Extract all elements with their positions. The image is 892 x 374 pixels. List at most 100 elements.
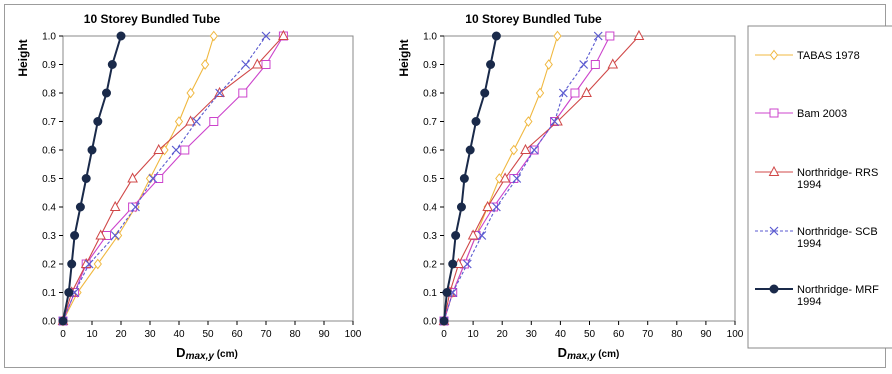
x-tick-label: 40 xyxy=(555,329,567,340)
x-tick-label: 90 xyxy=(318,329,330,340)
data-point-scbf xyxy=(215,88,225,98)
x-axis-label-main: D xyxy=(176,345,185,360)
data-point-mrf xyxy=(459,174,469,183)
y-tick-label: 0.0 xyxy=(42,317,56,328)
data-point-bam xyxy=(238,88,248,98)
x-tick-label: 100 xyxy=(727,329,744,340)
data-point-scbf xyxy=(491,202,501,212)
x-tick-label: 30 xyxy=(144,329,156,340)
legend-marker-bam xyxy=(769,108,779,118)
legend-marker-tabas xyxy=(769,49,779,61)
x-tick-label: 0 xyxy=(441,329,447,340)
data-point-tabas xyxy=(93,258,102,270)
data-point-scbf xyxy=(148,174,158,183)
y-tick-label: 0.3 xyxy=(423,231,437,242)
x-tick-label: 90 xyxy=(700,329,712,340)
legend-label-bam: Bam 2003 xyxy=(797,108,847,120)
data-point-scbf xyxy=(593,31,603,41)
chart-title: 10 Storey Bundled Tube xyxy=(465,12,602,26)
x-axis-label-main: D xyxy=(558,345,567,360)
data-point-mrf xyxy=(471,117,481,126)
y-tick-label: 0.9 xyxy=(42,60,56,71)
legend-marker-rrs xyxy=(768,165,780,176)
data-point-bam xyxy=(570,88,580,98)
data-point-mrf xyxy=(451,231,461,240)
data-point-rrs xyxy=(499,172,511,183)
data-point-rrs xyxy=(607,58,619,69)
data-point-tabas xyxy=(509,144,518,156)
data-point-scbf xyxy=(462,259,472,269)
legend-item-bam: Bam 2003 xyxy=(755,108,847,120)
data-point-rrs xyxy=(467,229,479,240)
legend-label-tabas: TABAS 1978 xyxy=(797,50,860,62)
x-tick-label: 10 xyxy=(468,329,480,340)
plot-area xyxy=(62,35,354,322)
y-tick-label: 0.7 xyxy=(423,117,437,128)
x-tick-label: 20 xyxy=(115,329,127,340)
x-tick-label: 60 xyxy=(231,329,243,340)
data-point-scbf xyxy=(477,231,487,240)
data-point-scbf xyxy=(191,117,201,126)
data-point-bam xyxy=(154,174,164,183)
data-point-mrf xyxy=(456,202,466,212)
data-point-scbf xyxy=(558,88,568,98)
data-point-scbf xyxy=(579,60,589,69)
data-point-bam xyxy=(180,145,190,155)
data-point-tabas xyxy=(524,116,533,127)
x-axis-label: Dmax,y (cm) xyxy=(558,345,620,362)
data-point-mrf xyxy=(448,259,458,269)
y-tick-label: 0.1 xyxy=(423,288,437,299)
data-point-tabas xyxy=(186,87,195,99)
x-tick-label: 80 xyxy=(289,329,301,340)
y-axis-label: Height xyxy=(397,39,411,76)
legend-marker-mrf xyxy=(769,284,779,294)
data-point-mrf xyxy=(465,145,475,155)
data-point-mrf xyxy=(116,31,126,41)
x-tick-label: 100 xyxy=(345,329,362,340)
y-tick-label: 0.0 xyxy=(423,317,437,328)
legend-item-tabas: TABAS 1978 xyxy=(755,49,860,62)
x-axis-label-unit: (cm) xyxy=(595,349,619,360)
data-point-bam xyxy=(590,60,600,69)
x-tick-label: 60 xyxy=(613,329,625,340)
y-tick-label: 0.5 xyxy=(42,174,56,185)
data-point-scbf xyxy=(171,145,181,155)
data-point-mrf xyxy=(93,117,103,126)
plot-area xyxy=(443,35,736,322)
y-tick-label: 0.3 xyxy=(42,231,56,242)
x-tick-label: 40 xyxy=(173,329,185,340)
data-point-mrf xyxy=(87,145,97,155)
x-tick-label: 70 xyxy=(642,329,654,340)
data-point-mrf xyxy=(107,60,117,69)
x-tick-label: 50 xyxy=(202,329,214,340)
data-point-tabas xyxy=(535,87,545,99)
data-point-scbf xyxy=(529,145,539,155)
data-point-mrf xyxy=(70,231,80,240)
y-tick-label: 0.4 xyxy=(42,203,56,214)
data-point-mrf xyxy=(480,88,490,98)
data-point-mrf xyxy=(64,288,74,297)
data-point-scbf xyxy=(131,202,140,212)
data-point-mrf xyxy=(58,316,68,326)
y-tick-label: 0.6 xyxy=(42,146,56,157)
data-point-scbf xyxy=(261,31,271,41)
y-tick-label: 0.1 xyxy=(42,288,56,299)
data-point-rrs xyxy=(520,143,531,154)
data-point-scbf xyxy=(110,231,120,240)
y-tick-label: 1.0 xyxy=(42,32,56,43)
legend-box xyxy=(747,25,892,349)
x-axis-label-sub: max,y xyxy=(186,351,215,362)
data-point-rrs xyxy=(633,29,645,40)
data-point-tabas xyxy=(553,30,562,42)
data-point-mrf xyxy=(491,31,501,41)
data-point-mrf xyxy=(81,174,91,183)
x-axis-label-sub: max,y xyxy=(567,351,596,362)
data-point-rrs xyxy=(581,86,592,97)
y-tick-label: 1.0 xyxy=(423,32,437,43)
series-mrf xyxy=(58,31,126,326)
data-point-rrs xyxy=(185,115,196,126)
x-tick-label: 0 xyxy=(60,329,66,340)
